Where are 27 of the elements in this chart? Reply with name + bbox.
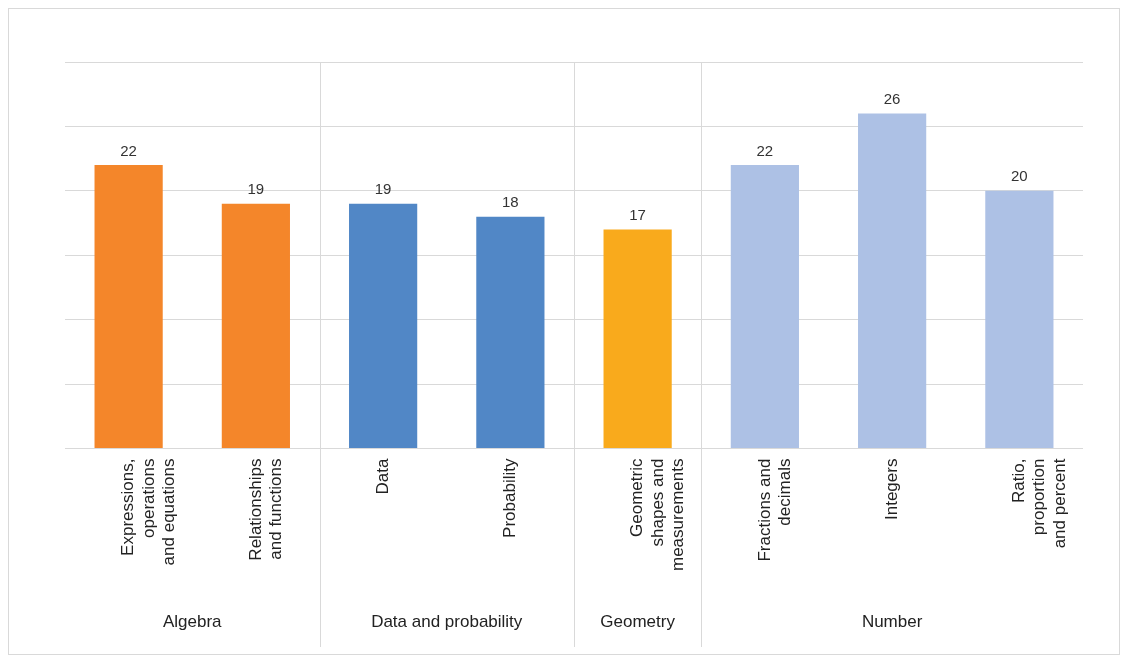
data-label: 19 [247,180,265,198]
data-label: 18 [502,193,519,211]
bar [730,165,799,449]
bar [349,203,418,449]
data-label: 22 [120,141,137,159]
x-tick-label: Ratio, proportion and percent [1009,458,1069,549]
x-tick-label: Expressions, operations and equations [118,458,179,566]
text: Algebra [162,611,223,631]
bar [603,229,672,449]
x-tick-label: Probability [500,458,520,538]
text: Geometry [600,611,676,631]
x-tick-label: Fractions and decimals [754,458,794,562]
bar [221,203,290,449]
data-label: 20 [1011,167,1028,185]
data-label: 19 [374,180,392,198]
bar [985,190,1054,449]
x-tick-label: Integers [881,458,901,520]
text: Data and probability [371,611,523,631]
data-label: 26 [883,90,901,108]
bar [94,165,163,449]
x-tick-label: Data [372,458,392,495]
x-tick-label: Geometric shapes and measurements [627,458,688,571]
data-label: 22 [756,141,774,159]
bar [858,113,927,449]
text: Number [861,611,923,631]
bar [476,216,545,449]
data-label: 17 [629,206,646,224]
